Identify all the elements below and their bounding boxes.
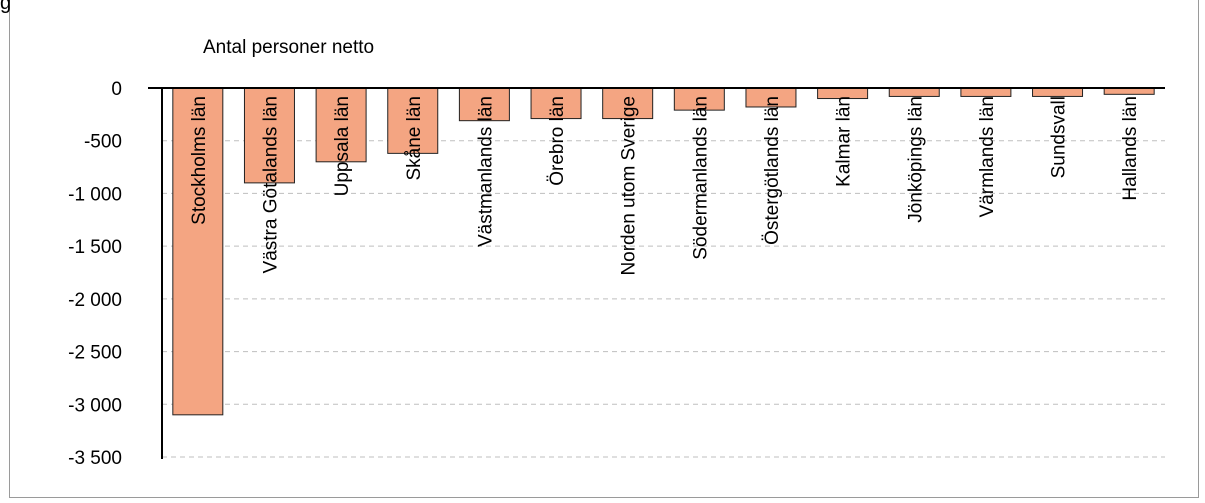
- category-label: Skåne län: [404, 96, 425, 181]
- y-tick-label: -1 000: [68, 184, 122, 205]
- bar: [888, 87, 940, 97]
- category-label: Norden utom Sverige: [619, 96, 640, 276]
- category-label: Södermanlands län: [690, 96, 711, 260]
- bar: [172, 87, 224, 416]
- category-label: Uppsala län: [332, 96, 353, 196]
- category-label: Stockholms län: [189, 96, 210, 225]
- category-label: Västmanlands län: [475, 96, 496, 247]
- category-label: Jönköpings län: [905, 96, 926, 223]
- category-label: Kalmar län: [834, 96, 855, 187]
- bar: [458, 87, 510, 122]
- bar: [960, 87, 1012, 97]
- y-tick-label: -3 000: [68, 395, 122, 416]
- corner-text: g: [0, 0, 12, 14]
- y-tick-label: 0: [111, 79, 122, 100]
- y-axis-unit-label: Antal personer netto: [203, 37, 374, 58]
- y-tick-label: -1 500: [68, 237, 122, 258]
- y-tick-label: -2 500: [68, 343, 122, 364]
- category-label: Östergötlands län: [762, 96, 783, 245]
- y-tick-label: -2 000: [68, 290, 122, 311]
- category-label: Hallands län: [1120, 96, 1141, 201]
- bar: [1032, 87, 1084, 97]
- y-tick-label: -3 500: [68, 448, 122, 469]
- bar: [315, 87, 367, 163]
- category-label: Örebro län: [547, 96, 568, 186]
- bar: [387, 87, 439, 154]
- bar: [602, 87, 654, 120]
- category-label: Västra Götalands län: [260, 96, 281, 273]
- category-label: Sundsvall: [1049, 96, 1070, 178]
- y-tick-label: -500: [84, 132, 122, 153]
- bar: [530, 87, 582, 120]
- category-label: Värmlands län: [977, 96, 998, 217]
